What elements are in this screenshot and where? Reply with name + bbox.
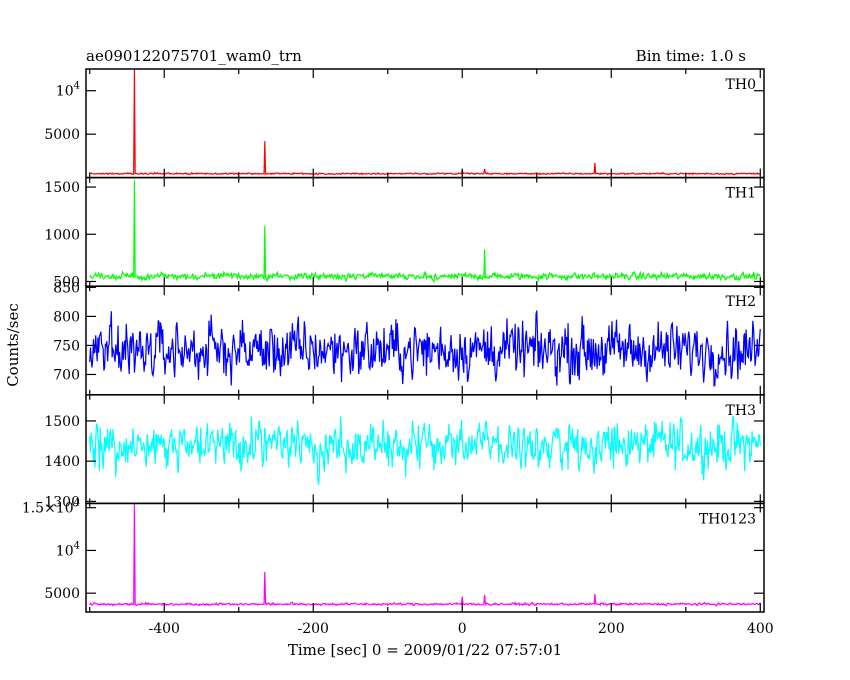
y-tick-label: 1400: [44, 454, 80, 470]
panels-group: TH0 5000 104 TH1 500 1000 1500 TH2 700 750 800 850 T…: [22, 68, 774, 637]
y-tick-label: 700: [53, 367, 80, 383]
panel-label: TH2: [726, 294, 756, 310]
y-tick-label: 104: [56, 81, 80, 100]
panel-frame: [85, 176, 765, 287]
x-tick-label: 400: [747, 621, 774, 637]
y-tick-label: 500: [53, 274, 80, 290]
x-tick-label: -400: [149, 621, 180, 637]
chart-title: ae090122075701_wam0_trn: [86, 47, 302, 65]
y-tick-label: 5000: [44, 127, 80, 143]
series-line-th0123: [89, 503, 761, 607]
x-tick-label: 200: [598, 621, 625, 637]
panel-th2: TH2: [85, 285, 765, 396]
y-axis-label: Counts/sec: [4, 303, 22, 387]
x-tick-label: 0: [458, 621, 467, 637]
panel-th3: TH3: [85, 394, 765, 505]
y-tick-label: 1500: [44, 414, 80, 430]
y-tick-label: 750: [53, 338, 80, 354]
y-tick-label: 104: [56, 540, 80, 559]
panel-label: TH0123: [699, 511, 756, 527]
y-tick-label: 850: [53, 280, 80, 296]
series-line-th2: [89, 310, 761, 387]
x-axis-label: Time [sec] 0 = 2009/01/22 07:57:01: [288, 641, 562, 659]
panel-frame: [85, 502, 765, 613]
y-tick-label: 800: [53, 309, 80, 325]
panel-label: TH1: [726, 186, 756, 202]
series-line-th1: [89, 180, 761, 284]
panel-label: TH3: [726, 403, 756, 419]
y-tick-label: 1000: [44, 227, 80, 243]
y-tick-label: 1.5×104: [22, 498, 80, 517]
y-tick-label: 1300: [44, 494, 80, 510]
x-tick-label: -200: [298, 621, 329, 637]
series-line-th3: [89, 415, 761, 486]
panel-frame: [85, 68, 765, 179]
panel-th0: TH0: [85, 68, 765, 179]
bin-time-label: Bin time: 1.0 s: [636, 47, 746, 65]
panel-label: TH0: [726, 77, 756, 93]
y-tick-label: 5000: [44, 586, 80, 602]
y-tick-label: 1500: [44, 180, 80, 196]
panel-frame: [85, 285, 765, 396]
panel-th0123: TH0123: [85, 502, 765, 613]
panel-th1: TH1: [85, 176, 765, 287]
series-line-th0: [89, 68, 761, 176]
